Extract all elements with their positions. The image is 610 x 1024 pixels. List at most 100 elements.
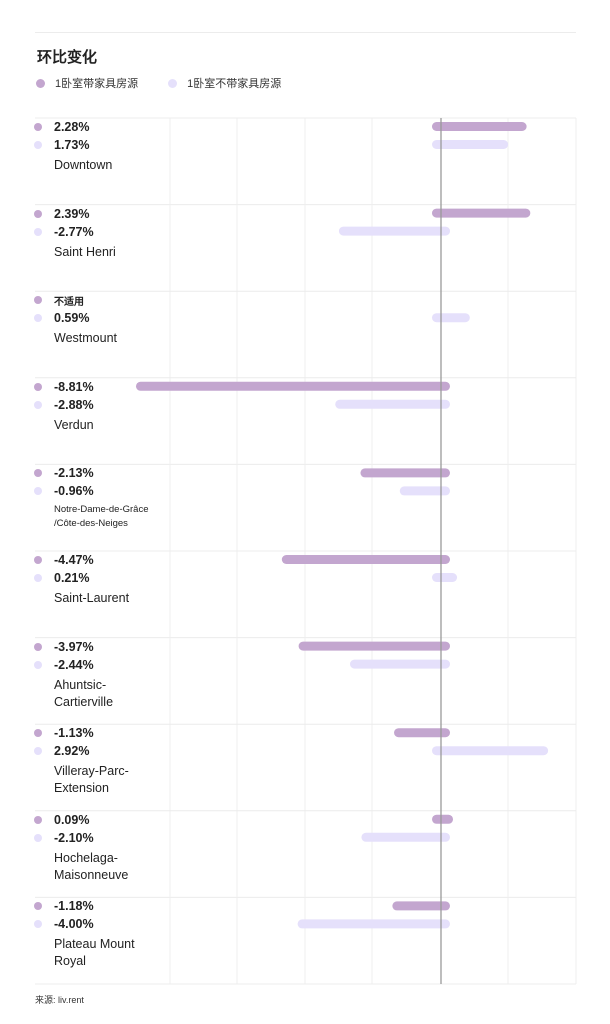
value-text: -2.88% xyxy=(54,397,94,412)
value-text: -2.10% xyxy=(54,830,94,845)
value-text: -4.47% xyxy=(54,553,94,567)
category-name-line: Verdun xyxy=(54,417,94,432)
category-label-block: -3.97% -2.44% Ahuntsic- Cartierville xyxy=(34,638,169,711)
value-text: 0.21% xyxy=(54,571,90,585)
series-dot xyxy=(34,574,42,582)
value-text: -1.18% xyxy=(54,899,94,914)
category-label-block: -2.13% -0.96% Notre-Dame-de-Grâce/Côte-des… xyxy=(34,464,169,531)
category-name: Villeray-Parc- Extension xyxy=(54,763,169,797)
category-name-line: Maisonneuve xyxy=(54,867,129,882)
chart-title: 环比变化 xyxy=(37,49,98,66)
category-name: Verdun xyxy=(54,417,169,434)
series-dot xyxy=(34,815,42,824)
legend-label-furnished: 1卧室带家具房源 xyxy=(55,78,139,90)
series-dot xyxy=(34,469,42,478)
value-label-unfurnished: -2.77% xyxy=(34,223,169,241)
category-label-block: -8.81% -2.88% Verdun xyxy=(34,378,169,434)
value-label-unfurnished: 1.73% xyxy=(34,136,169,154)
value-label-furnished: 不适用 xyxy=(34,291,169,309)
category-name-line: Plateau Mount xyxy=(54,937,135,952)
value-label-unfurnished: -2.44% xyxy=(34,656,169,674)
value-label-furnished: -1.18% xyxy=(34,897,169,915)
series-dot xyxy=(34,314,42,323)
category-name: Westmount xyxy=(54,330,169,347)
legend-dot-furnished xyxy=(36,78,45,88)
value-text: 0.09% xyxy=(54,812,90,827)
category-label-block: 0.09% -2.10% Hochelaga- Maisonneuve xyxy=(34,811,169,884)
value-label-unfurnished: -2.10% xyxy=(34,829,169,847)
category-label-block: 2.39% -2.77% Saint Henri xyxy=(34,205,169,261)
category-name: Downtown xyxy=(54,157,169,174)
value-label-unfurnished: -2.88% xyxy=(34,396,169,414)
category-name: Ahuntsic- Cartierville xyxy=(54,677,169,711)
series-dot xyxy=(34,382,42,391)
value-text: 不适用 xyxy=(54,296,84,308)
value-text: -4.00% xyxy=(54,917,94,932)
value-label-unfurnished: -0.96% xyxy=(34,482,169,500)
value-label-furnished: 2.39% xyxy=(34,205,169,223)
category-name: Notre-Dame-de-Grâce/Côte-des-Neiges xyxy=(54,503,169,531)
series-dot xyxy=(34,209,42,218)
category-name-line: Cartierville xyxy=(54,694,114,709)
value-text: -8.81% xyxy=(54,379,94,394)
category-label-block: 2.28% 1.73% Downtown xyxy=(34,118,169,174)
legend-label-unfurnished: 1卧室不带家具房源 xyxy=(187,78,282,90)
series-dot xyxy=(34,141,42,149)
category-name-line: Saint Henri xyxy=(54,244,116,259)
value-text: 0.59% xyxy=(54,311,90,326)
series-dot xyxy=(34,556,42,564)
category-name-line: Westmount xyxy=(54,331,117,346)
category-name: Hochelaga- Maisonneuve xyxy=(54,850,169,884)
value-text: 1.73% xyxy=(54,138,90,152)
category-name-line: /Côte-des-Neiges xyxy=(54,518,128,530)
category-name: Saint-Laurent xyxy=(54,590,169,607)
category-name-line: Extension xyxy=(54,781,109,796)
category-name-line: Saint-Laurent xyxy=(54,591,130,605)
value-text: -2.13% xyxy=(54,466,94,481)
value-label-furnished: -8.81% xyxy=(34,378,169,396)
value-label-furnished: 0.09% xyxy=(34,811,169,829)
legend-item-unfurnished: 1卧室不带家具房源 xyxy=(168,75,281,91)
category-label-block: -4.47% 0.21% Saint-Laurent xyxy=(34,551,169,607)
value-text: 2.28% xyxy=(54,120,90,134)
value-label-furnished: -2.13% xyxy=(34,464,169,482)
category-name-line: Ahuntsic- xyxy=(54,677,107,692)
value-label-furnished: -4.47% xyxy=(34,551,169,569)
series-dot xyxy=(34,400,42,409)
series-dot xyxy=(34,729,42,738)
category-name-line: Downtown xyxy=(54,158,113,172)
value-text: 2.39% xyxy=(54,206,90,221)
series-dot xyxy=(34,902,42,911)
category-name: Saint Henri xyxy=(54,244,169,261)
value-label-furnished: 2.28% xyxy=(34,118,169,136)
category-name-line: Hochelaga- xyxy=(54,850,118,865)
series-dot xyxy=(34,660,42,669)
category-name-line: Villeray-Parc- xyxy=(54,764,129,779)
value-label-unfurnished: 0.21% xyxy=(34,569,169,587)
top-divider xyxy=(35,32,576,33)
value-label-unfurnished: 2.92% xyxy=(34,742,169,760)
value-text: -2.77% xyxy=(54,224,94,239)
legend: 1卧室带家具房源 1卧室不带家具房源 xyxy=(36,75,311,91)
series-dot xyxy=(34,833,42,842)
category-label-block: 不适用 0.59% Westmount xyxy=(34,291,169,347)
category-name-line: Notre-Dame-de-Grâce xyxy=(54,504,149,516)
category-label-block: -1.13% 2.92% Villeray-Parc- Extension xyxy=(34,724,169,797)
series-dot xyxy=(34,642,42,651)
value-label-unfurnished: 0.59% xyxy=(34,309,169,327)
value-label-unfurnished: -4.00% xyxy=(34,915,169,933)
value-text: 2.92% xyxy=(54,744,90,759)
series-dot xyxy=(34,747,42,756)
value-text: -1.13% xyxy=(54,726,94,741)
series-dot xyxy=(34,296,42,305)
category-name: Plateau Mount Royal xyxy=(54,936,169,970)
series-dot xyxy=(34,920,42,929)
value-text: -2.44% xyxy=(54,657,94,672)
value-text: -0.96% xyxy=(54,484,94,499)
value-label-furnished: -3.97% xyxy=(34,638,169,656)
series-dot xyxy=(34,227,42,236)
series-dot xyxy=(34,487,42,496)
source-note: 来源: liv.rent xyxy=(35,995,84,1005)
value-label-furnished: -1.13% xyxy=(34,724,169,742)
